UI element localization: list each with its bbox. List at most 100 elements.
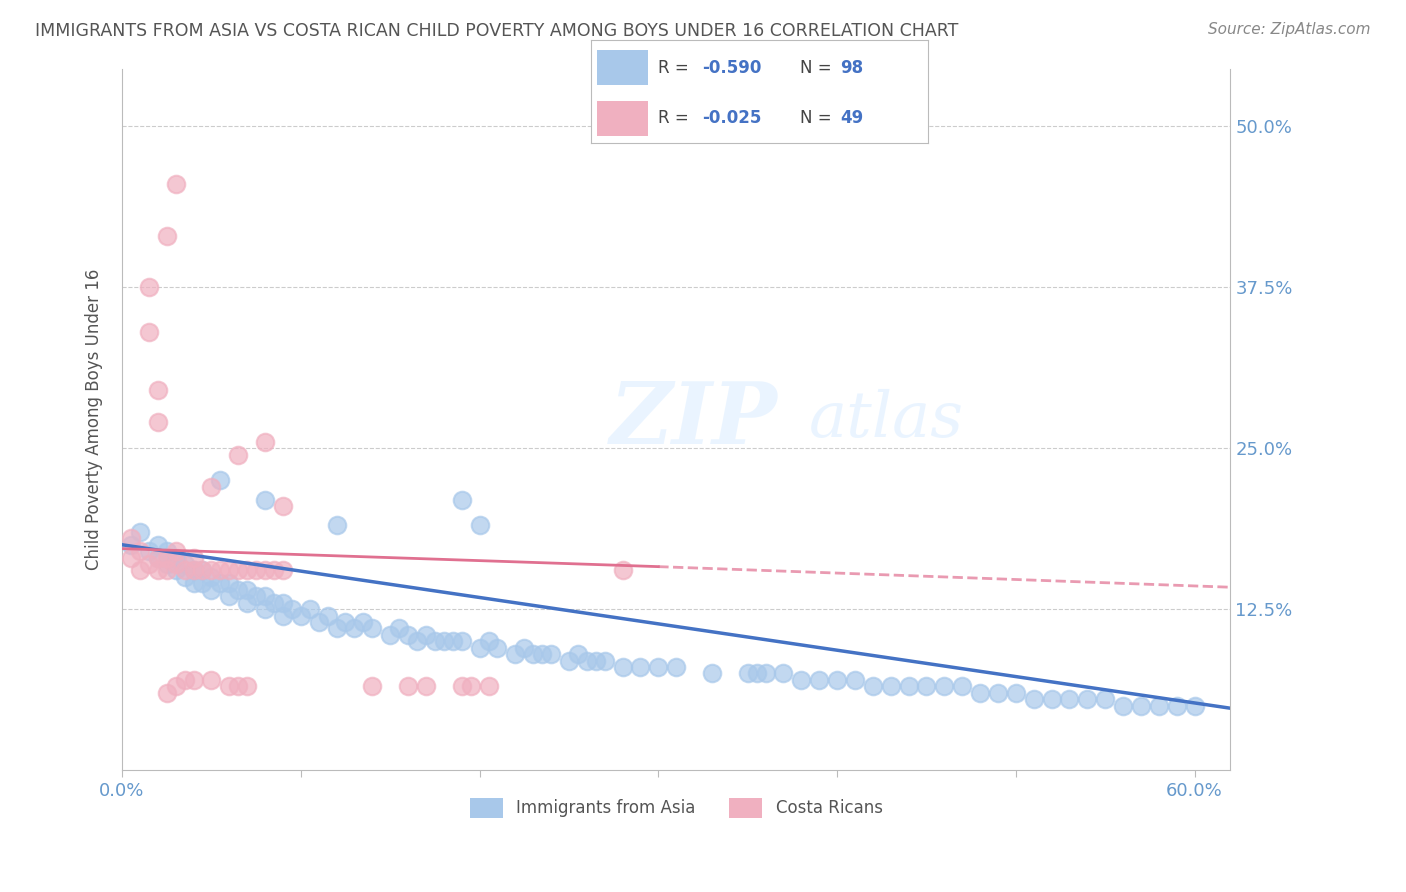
Point bbox=[450, 492, 472, 507]
Point bbox=[200, 480, 222, 494]
Point bbox=[263, 564, 285, 578]
Text: -0.025: -0.025 bbox=[702, 109, 761, 127]
Text: R =: R = bbox=[658, 59, 695, 77]
Point bbox=[1076, 692, 1098, 706]
Point bbox=[254, 602, 277, 616]
Point bbox=[700, 666, 723, 681]
Point bbox=[138, 544, 160, 558]
Point bbox=[173, 557, 195, 571]
Point bbox=[271, 596, 294, 610]
Point bbox=[173, 570, 195, 584]
Point bbox=[254, 434, 277, 449]
Point bbox=[316, 608, 339, 623]
Point bbox=[191, 564, 214, 578]
Text: ZIP: ZIP bbox=[610, 377, 778, 461]
Point bbox=[441, 634, 464, 648]
Point bbox=[558, 654, 581, 668]
Point bbox=[1147, 698, 1170, 713]
Point bbox=[460, 679, 482, 693]
Point bbox=[191, 564, 214, 578]
Point bbox=[380, 628, 402, 642]
Text: N =: N = bbox=[800, 109, 837, 127]
Legend: Immigrants from Asia, Costa Ricans: Immigrants from Asia, Costa Ricans bbox=[463, 791, 890, 825]
Point bbox=[755, 666, 778, 681]
Point bbox=[844, 673, 866, 687]
Point bbox=[218, 679, 240, 693]
Point bbox=[433, 634, 456, 648]
Point bbox=[146, 550, 169, 565]
Point bbox=[361, 622, 384, 636]
Point bbox=[271, 564, 294, 578]
Point bbox=[146, 564, 169, 578]
FancyBboxPatch shape bbox=[598, 101, 648, 136]
Point bbox=[129, 544, 152, 558]
Point bbox=[880, 679, 903, 693]
Point bbox=[540, 647, 562, 661]
Point bbox=[513, 640, 536, 655]
Point bbox=[138, 280, 160, 294]
Point bbox=[120, 531, 142, 545]
Point bbox=[156, 550, 179, 565]
Point bbox=[950, 679, 973, 693]
Text: -0.590: -0.590 bbox=[702, 59, 761, 77]
Point bbox=[415, 679, 437, 693]
Point bbox=[388, 622, 411, 636]
Y-axis label: Child Poverty Among Boys Under 16: Child Poverty Among Boys Under 16 bbox=[86, 268, 103, 570]
Point bbox=[969, 686, 991, 700]
Point bbox=[146, 416, 169, 430]
Text: IMMIGRANTS FROM ASIA VS COSTA RICAN CHILD POVERTY AMONG BOYS UNDER 16 CORRELATIO: IMMIGRANTS FROM ASIA VS COSTA RICAN CHIL… bbox=[35, 22, 959, 40]
Point bbox=[745, 666, 768, 681]
Point bbox=[281, 602, 304, 616]
Point bbox=[1005, 686, 1028, 700]
Point bbox=[325, 622, 347, 636]
Point bbox=[612, 564, 634, 578]
Point bbox=[468, 640, 491, 655]
Point bbox=[156, 544, 179, 558]
Point bbox=[236, 679, 259, 693]
Point bbox=[934, 679, 956, 693]
Point bbox=[236, 582, 259, 597]
Point bbox=[263, 596, 285, 610]
Point bbox=[308, 615, 330, 629]
Point bbox=[226, 448, 249, 462]
Point bbox=[630, 660, 652, 674]
Point bbox=[612, 660, 634, 674]
Point bbox=[406, 634, 429, 648]
Point bbox=[200, 564, 222, 578]
Point bbox=[156, 557, 179, 571]
Point bbox=[522, 647, 544, 661]
Point bbox=[915, 679, 938, 693]
Point bbox=[862, 679, 884, 693]
Point bbox=[209, 576, 232, 591]
FancyBboxPatch shape bbox=[598, 50, 648, 86]
Point bbox=[477, 634, 499, 648]
Text: Source: ZipAtlas.com: Source: ZipAtlas.com bbox=[1208, 22, 1371, 37]
Point bbox=[396, 679, 419, 693]
Point bbox=[468, 518, 491, 533]
Point bbox=[593, 654, 616, 668]
Point bbox=[352, 615, 374, 629]
Point bbox=[226, 564, 249, 578]
Point bbox=[200, 570, 222, 584]
Point bbox=[218, 576, 240, 591]
Point bbox=[138, 326, 160, 340]
Point bbox=[450, 679, 472, 693]
Point bbox=[772, 666, 794, 681]
Point bbox=[245, 589, 267, 603]
Point bbox=[236, 596, 259, 610]
Point bbox=[165, 178, 187, 192]
Point bbox=[1022, 692, 1045, 706]
Point bbox=[335, 615, 357, 629]
Point bbox=[897, 679, 920, 693]
Point bbox=[156, 228, 179, 243]
Point bbox=[226, 679, 249, 693]
Point bbox=[1166, 698, 1188, 713]
Point bbox=[1112, 698, 1135, 713]
Point bbox=[156, 564, 179, 578]
Point bbox=[665, 660, 688, 674]
Point bbox=[191, 576, 214, 591]
Point bbox=[120, 550, 142, 565]
Point bbox=[1129, 698, 1152, 713]
Point bbox=[1040, 692, 1063, 706]
Point bbox=[361, 679, 384, 693]
